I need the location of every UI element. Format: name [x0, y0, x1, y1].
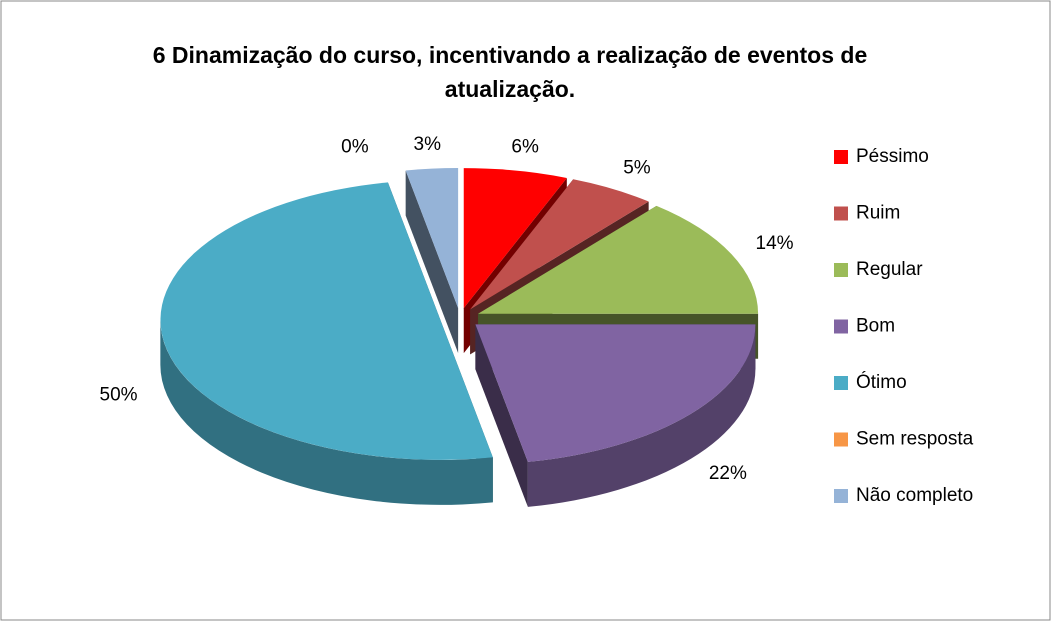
- legend-swatch: [834, 150, 848, 164]
- chart-title: 6 Dinamização do curso, incentivando a r…: [152, 42, 868, 102]
- legend-label: Bom: [856, 316, 895, 337]
- data-label: 22%: [709, 463, 747, 484]
- slice-side: [475, 324, 528, 507]
- slice-wall: [527, 324, 756, 507]
- legend-label: Sem resposta: [856, 429, 974, 450]
- legend-label: Regular: [856, 259, 923, 280]
- legend-swatch: [834, 489, 848, 503]
- slice: [470, 179, 649, 310]
- slice: [463, 168, 567, 309]
- legend-swatch: [834, 206, 848, 221]
- data-label: 6%: [511, 136, 539, 157]
- data-label: 50%: [100, 385, 138, 406]
- data-label: 5%: [623, 157, 651, 178]
- data-label: 14%: [756, 233, 794, 254]
- legend-swatch: [834, 376, 848, 390]
- legend-swatch: [834, 263, 848, 277]
- slice-wall: [160, 319, 493, 505]
- legend-label: Ótimo: [856, 371, 907, 393]
- legend-label: Ruim: [856, 203, 900, 224]
- slice: [475, 324, 756, 462]
- legend-swatch: [834, 432, 848, 447]
- data-label: 0%: [341, 136, 369, 157]
- slice-side: [405, 170, 459, 354]
- slice: [160, 182, 493, 460]
- data-label: 3%: [414, 134, 442, 155]
- slice-tops: [160, 168, 759, 462]
- legend-label: Péssimo: [856, 146, 929, 167]
- legend-label: Não completo: [856, 485, 973, 506]
- slice: [478, 205, 759, 314]
- legend-swatch: [834, 319, 848, 334]
- slice: [405, 168, 459, 309]
